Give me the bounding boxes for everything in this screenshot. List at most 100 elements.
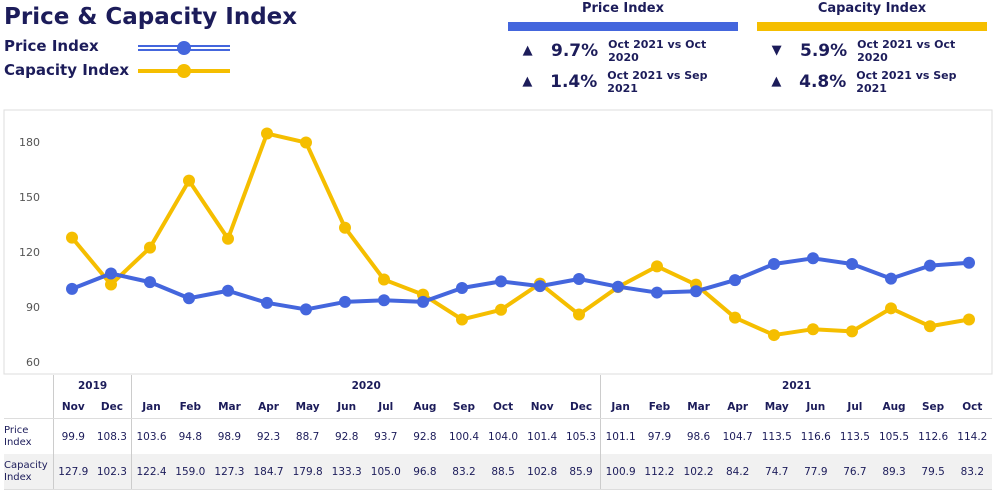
y-tick-label: 60	[26, 356, 40, 369]
month-header: Nov	[53, 396, 93, 419]
data-point	[378, 273, 390, 286]
data-point	[222, 232, 234, 245]
data-point	[456, 313, 468, 326]
table-cell: 159.0	[170, 454, 210, 490]
month-header: Jan	[131, 396, 171, 419]
kpi-title: Capacity Index	[817, 1, 927, 16]
table-cell: 102.2	[679, 454, 719, 490]
data-point	[807, 323, 819, 336]
table-cell: 83.2	[952, 454, 992, 490]
table-cell: 127.9	[53, 454, 93, 490]
month-header: Nov	[522, 396, 562, 419]
table-cell: 100.4	[448, 430, 480, 443]
data-point	[729, 274, 741, 287]
kpi-price: Price Index ▲ 9.7% Oct 2021 vs Oct 2020 ▲ 1…	[508, 0, 738, 97]
table-cell: 101.1	[600, 418, 640, 454]
data-point	[963, 313, 975, 326]
table-cell: 102.8	[522, 454, 562, 490]
month-header: Mar	[679, 396, 719, 419]
data-point	[573, 308, 585, 321]
month-header: Mar	[209, 396, 249, 419]
table-cell: 104.0	[488, 430, 519, 443]
month-header: Jul	[835, 396, 875, 419]
table-cell: 76.7	[835, 454, 875, 490]
table-cell: 92.8	[335, 430, 359, 443]
data-point	[963, 256, 975, 269]
month-header: Apr	[718, 396, 758, 419]
month-header: Jul	[366, 396, 406, 419]
data-point	[885, 302, 897, 315]
row-header	[4, 396, 54, 419]
year-header: 2021	[600, 375, 992, 396]
table-cell: 105.0	[366, 454, 406, 490]
month-header: Jun	[796, 396, 836, 419]
data-point	[378, 294, 390, 307]
y-tick-label: 120	[19, 246, 40, 259]
month-header: May	[757, 396, 797, 419]
table-cell: 122.4	[131, 454, 171, 490]
kpi-bar	[508, 22, 738, 31]
line-chart: 60 90 120 150 180	[3, 109, 993, 375]
data-point	[144, 241, 156, 254]
table-cell: 105.5	[878, 430, 910, 443]
table-cell: 100.9	[600, 454, 640, 490]
data-point	[573, 273, 585, 286]
table-cell: 113.5	[839, 430, 870, 443]
month-header: Jun	[327, 396, 367, 419]
data-point	[66, 282, 78, 295]
arrow-up-icon: ▲	[771, 74, 782, 89]
series-line	[70, 131, 970, 338]
arrow-up-icon: ▲	[522, 43, 533, 58]
table-cell: 96.8	[405, 454, 445, 490]
table-cell: 88.7	[295, 430, 320, 443]
data-point	[612, 280, 624, 293]
kpi-compare: Oct 2021 vs Oct 2020	[608, 37, 707, 64]
data-point	[300, 136, 312, 149]
data-point	[456, 281, 468, 294]
data-point	[924, 259, 936, 272]
row-header: Price Index	[4, 418, 54, 454]
month-header: Dec	[92, 396, 132, 419]
table-cell: 108.3	[96, 430, 127, 443]
data-point	[924, 320, 936, 333]
data-point	[690, 285, 702, 298]
kpi-title: Price Index	[581, 1, 665, 16]
data-point	[807, 252, 819, 265]
kpi-compare: Oct 2021 vs Sep 2021	[607, 68, 708, 95]
arrow-up-icon: ▲	[522, 74, 533, 89]
table-cell: 104.7	[722, 430, 753, 443]
month-header: Oct	[952, 396, 992, 419]
table-cell: 99.9	[61, 430, 85, 443]
table-cell: 112.6	[918, 430, 949, 443]
data-point	[66, 231, 78, 244]
kpi-value: 9.7%	[550, 40, 599, 61]
table-cell: 85.9	[561, 454, 601, 490]
row-header: Capacity Index	[4, 454, 54, 490]
data-point	[261, 296, 273, 309]
month-header: Sep	[444, 396, 484, 419]
table-cell: 114.2	[957, 430, 988, 443]
table-cell: 103.6	[131, 418, 171, 454]
table-cell: 92.8	[413, 430, 437, 443]
table-cell: 105.3	[565, 430, 597, 443]
table-cell: 84.2	[718, 454, 758, 490]
data-point	[885, 272, 897, 285]
data-point	[651, 260, 663, 273]
kpi-compare: Oct 2021 vs Oct 2020	[857, 37, 956, 64]
table-cell: 133.3	[327, 454, 367, 490]
row-header	[4, 375, 54, 396]
month-header: Aug	[874, 396, 914, 419]
month-header: Aug	[405, 396, 445, 419]
month-header: Feb	[639, 396, 679, 419]
y-tick-label: 90	[26, 301, 40, 314]
data-point	[495, 275, 507, 288]
y-tick-label: 180	[19, 136, 40, 149]
table-cell: 83.2	[444, 454, 484, 490]
table-cell: 98.9	[217, 430, 242, 443]
month-header: Apr	[248, 396, 289, 419]
arrow-down-icon: ▼	[771, 43, 782, 58]
table-cell: 79.5	[913, 454, 953, 490]
table-cell: 88.5	[483, 454, 523, 490]
data-table: 2019 2020 2021 Nov Dec Jan Feb Mar Apr May Jun Jul…	[4, 375, 992, 490]
table-cell: 184.7	[248, 454, 289, 490]
